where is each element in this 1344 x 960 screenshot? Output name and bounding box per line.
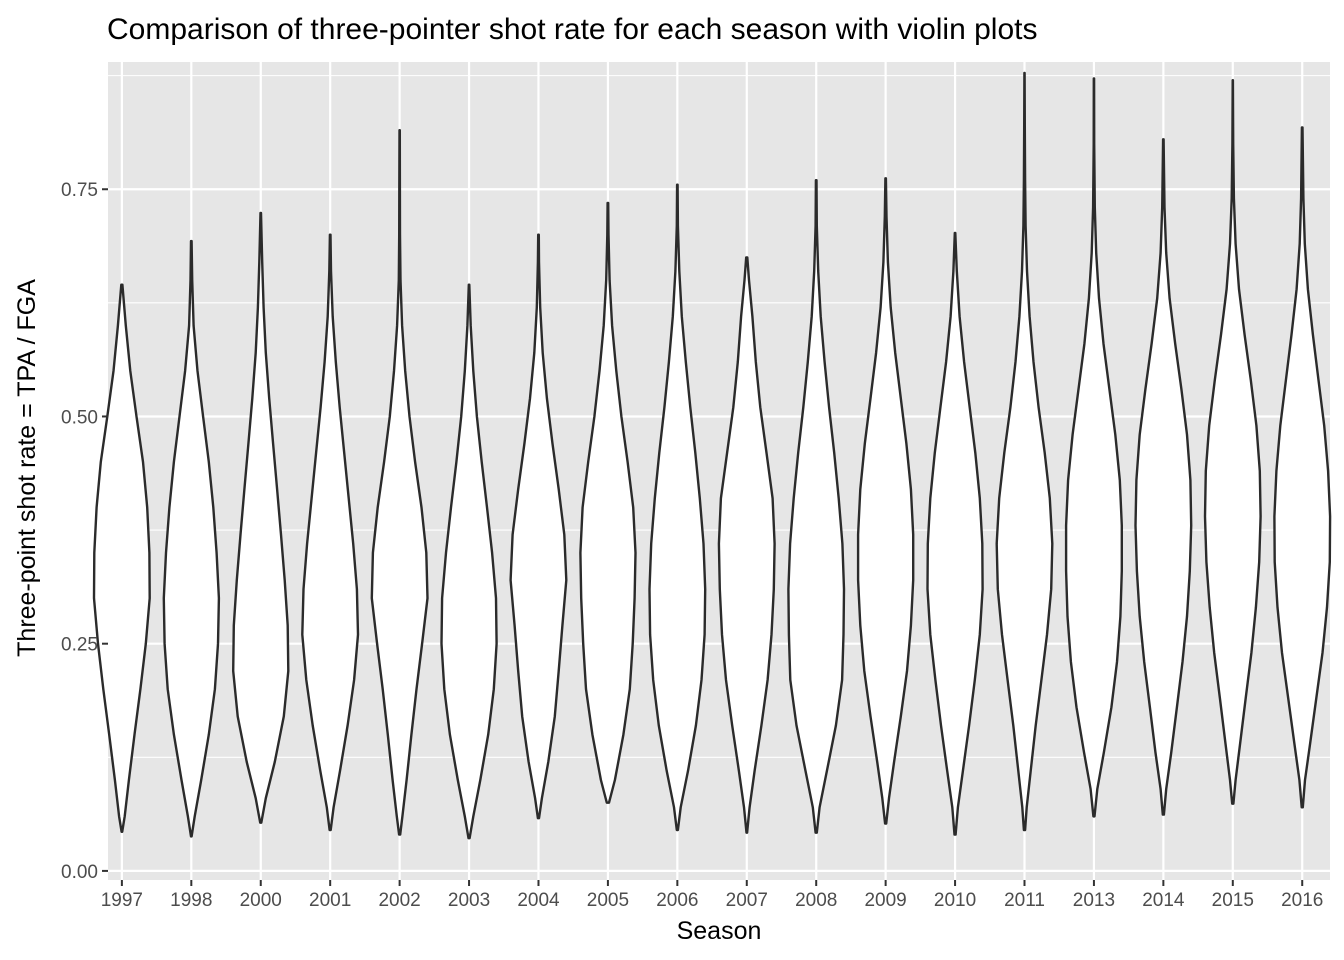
y-tick-label: 0.25 — [61, 635, 98, 656]
violin-2015 — [1203, 79, 1262, 805]
x-tick-label: 2006 — [656, 890, 698, 911]
violin-2016 — [1273, 126, 1332, 809]
violin-2007 — [717, 256, 776, 834]
x-tick-label: 2014 — [1142, 890, 1185, 911]
x-tick-label: 2005 — [587, 890, 629, 911]
x-tick-label: 2016 — [1281, 890, 1323, 911]
x-tick-label: 2007 — [726, 890, 768, 911]
violin-2014 — [1134, 138, 1193, 816]
violin-2013 — [1064, 77, 1123, 818]
x-tick-label: 2008 — [795, 890, 837, 911]
violin-2009 — [856, 177, 915, 825]
y-tick-label: 0.50 — [61, 407, 98, 428]
x-tick-label: 2010 — [934, 890, 976, 911]
violin-2003 — [440, 283, 498, 840]
x-tick-label: 2015 — [1212, 890, 1254, 911]
violin-series — [92, 71, 1332, 840]
violin-1997 — [92, 283, 151, 833]
violin-2005 — [579, 201, 637, 804]
violin-2000 — [232, 211, 290, 824]
x-tick-label: 1997 — [101, 890, 143, 911]
x-tick-label: 2004 — [517, 890, 560, 911]
x-axis-title: Season — [677, 917, 762, 945]
violin-2002 — [370, 129, 429, 836]
x-tick-label: 2011 — [1004, 890, 1045, 911]
violin-2011 — [995, 71, 1054, 832]
violin-2001 — [301, 233, 360, 832]
violin-1998 — [162, 239, 221, 838]
x-tick-label: 2013 — [1073, 890, 1115, 911]
x-tick-label: 1998 — [170, 890, 212, 911]
x-tick-label: 2003 — [448, 890, 490, 911]
axes: 0.00 0.25 0.50 0.75 1997 1998 2000 2001 2002 2003… — [61, 180, 1323, 911]
x-tick-label: 2002 — [378, 890, 420, 911]
violin-2004 — [509, 233, 568, 820]
violin-2006 — [648, 183, 707, 832]
chart-title: Comparison of three-pointer shot rate fo… — [107, 13, 1037, 46]
violin-2010 — [926, 231, 984, 836]
plot-panel — [108, 62, 1330, 880]
y-axis-title: Three-point shot rate = TPA / FGA — [13, 279, 41, 657]
violin-2008 — [787, 179, 846, 834]
x-tick-label: 2000 — [240, 890, 282, 911]
x-tick-label: 2001 — [309, 890, 351, 911]
x-tick-label: 2009 — [864, 890, 906, 911]
y-tick-label: 0.00 — [61, 862, 98, 883]
y-tick-label: 0.75 — [61, 180, 98, 201]
